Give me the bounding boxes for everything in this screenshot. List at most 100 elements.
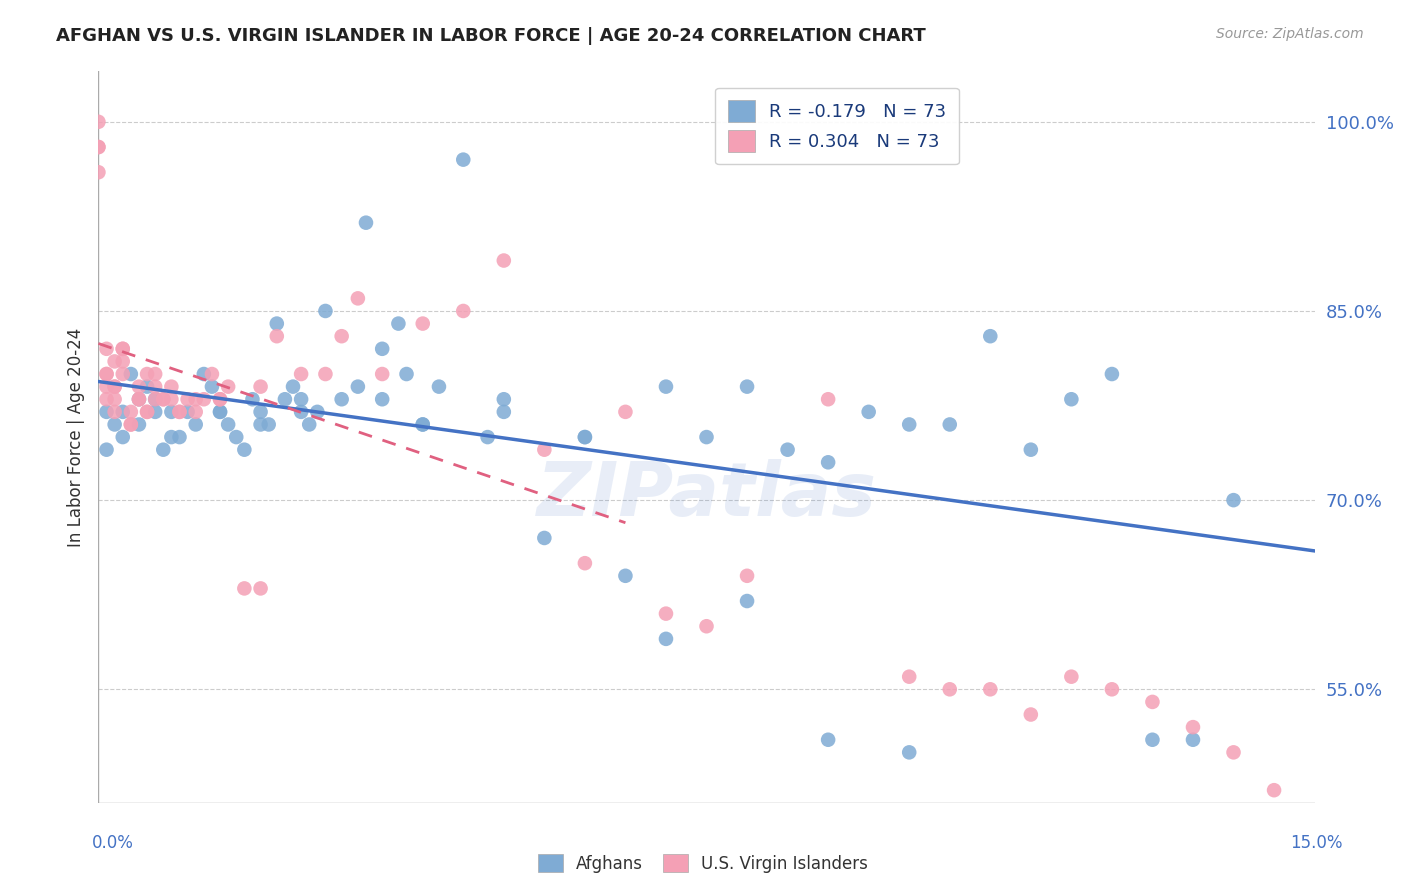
Point — [314, 367, 336, 381]
Point — [314, 304, 336, 318]
Point — [87, 115, 110, 129]
Point — [136, 379, 159, 393]
Point — [104, 354, 127, 368]
Point — [1060, 392, 1083, 407]
Point — [143, 392, 166, 407]
Point — [96, 379, 118, 393]
Point — [104, 417, 127, 432]
Point — [412, 317, 434, 331]
Point — [1182, 720, 1205, 734]
Point — [533, 442, 555, 457]
Point — [266, 329, 288, 343]
Point — [1060, 670, 1083, 684]
Point — [87, 140, 110, 154]
Point — [128, 392, 150, 407]
Point — [249, 582, 271, 596]
Point — [371, 392, 394, 407]
Point — [104, 392, 127, 407]
Point — [453, 153, 475, 167]
Point — [290, 405, 312, 419]
Point — [128, 392, 150, 407]
Point — [776, 442, 799, 457]
Text: Source: ZipAtlas.com: Source: ZipAtlas.com — [1216, 27, 1364, 41]
Point — [574, 556, 596, 570]
Point — [120, 367, 142, 381]
Point — [249, 405, 271, 419]
Point — [209, 405, 232, 419]
Point — [655, 379, 678, 393]
Point — [574, 430, 596, 444]
Point — [817, 732, 839, 747]
Point — [160, 379, 183, 393]
Point — [453, 304, 475, 318]
Point — [290, 392, 312, 407]
Point — [169, 430, 191, 444]
Point — [1142, 695, 1164, 709]
Legend: R = -0.179   N = 73, R = 0.304   N = 73: R = -0.179 N = 73, R = 0.304 N = 73 — [716, 87, 959, 164]
Point — [1222, 745, 1244, 759]
Point — [354, 216, 377, 230]
Point — [193, 367, 215, 381]
Point — [209, 392, 232, 407]
Text: 0.0%: 0.0% — [91, 834, 134, 852]
Point — [1019, 442, 1042, 457]
Point — [1222, 493, 1244, 508]
Point — [176, 405, 198, 419]
Point — [96, 405, 118, 419]
Point — [104, 379, 127, 393]
Point — [817, 455, 839, 469]
Point — [655, 632, 678, 646]
Point — [492, 253, 515, 268]
Point — [614, 569, 637, 583]
Point — [160, 430, 183, 444]
Point — [477, 430, 499, 444]
Point — [307, 405, 329, 419]
Point — [96, 442, 118, 457]
Point — [257, 417, 280, 432]
Point — [152, 392, 174, 407]
Point — [492, 392, 515, 407]
Point — [1101, 367, 1123, 381]
Point — [152, 442, 174, 457]
Point — [281, 379, 304, 393]
Point — [898, 670, 921, 684]
Point — [371, 342, 394, 356]
Point — [87, 165, 110, 179]
Point — [169, 405, 191, 419]
Point — [96, 342, 118, 356]
Point — [898, 417, 921, 432]
Point — [347, 291, 370, 305]
Point — [143, 367, 166, 381]
Point — [233, 582, 256, 596]
Point — [104, 405, 127, 419]
Point — [574, 430, 596, 444]
Text: AFGHAN VS U.S. VIRGIN ISLANDER IN LABOR FORCE | AGE 20-24 CORRELATION CHART: AFGHAN VS U.S. VIRGIN ISLANDER IN LABOR … — [56, 27, 927, 45]
Point — [128, 417, 150, 432]
Point — [533, 531, 555, 545]
Point — [217, 379, 239, 393]
Point — [111, 430, 134, 444]
Legend: Afghans, U.S. Virgin Islanders: Afghans, U.S. Virgin Islanders — [531, 847, 875, 880]
Point — [209, 392, 232, 407]
Point — [87, 140, 110, 154]
Point — [898, 745, 921, 759]
Point — [209, 405, 232, 419]
Point — [176, 392, 198, 407]
Point — [371, 367, 394, 381]
Point — [201, 367, 224, 381]
Point — [696, 619, 718, 633]
Point — [128, 392, 150, 407]
Point — [655, 607, 678, 621]
Point — [160, 405, 183, 419]
Point — [111, 354, 134, 368]
Point — [395, 367, 418, 381]
Point — [96, 392, 118, 407]
Point — [249, 379, 271, 393]
Point — [143, 405, 166, 419]
Point — [330, 329, 353, 343]
Point — [136, 405, 159, 419]
Point — [817, 392, 839, 407]
Point — [184, 405, 207, 419]
Point — [111, 342, 134, 356]
Point — [1263, 783, 1285, 797]
